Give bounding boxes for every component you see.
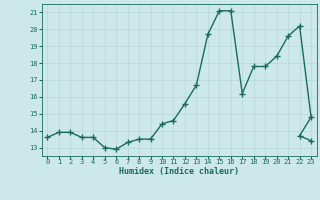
X-axis label: Humidex (Indice chaleur): Humidex (Indice chaleur): [119, 167, 239, 176]
